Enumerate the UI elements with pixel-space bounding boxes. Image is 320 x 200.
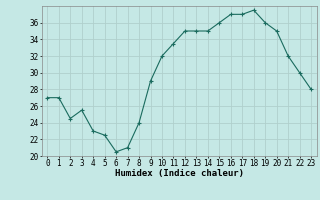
X-axis label: Humidex (Indice chaleur): Humidex (Indice chaleur) — [115, 169, 244, 178]
